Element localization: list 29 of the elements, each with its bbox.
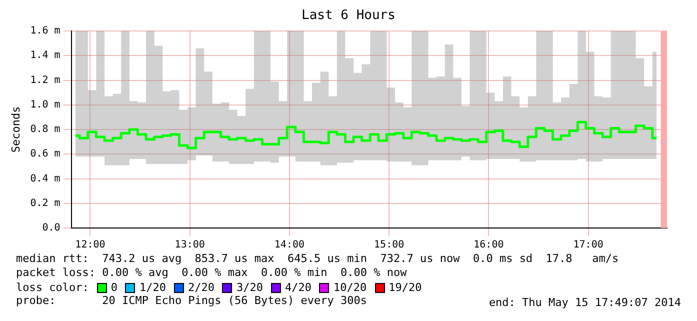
x-tick-label: 17:00	[573, 240, 604, 251]
x-tick-label: 13:00	[174, 240, 205, 251]
x-tick-label: 12:00	[75, 240, 106, 251]
y-tick-label: 0.2 m	[30, 198, 60, 209]
y-axis-title: Seconds	[9, 106, 22, 153]
y-tick-label: 0.8 m	[30, 124, 60, 136]
legend-label: 10/20	[333, 281, 367, 294]
y-tick-label: 1.2 m	[30, 74, 60, 86]
legend-label: 1/20	[139, 281, 166, 294]
legend-title: loss color:	[16, 281, 89, 294]
legend-label: 3/20	[236, 281, 263, 294]
chart-title: Last 6 Hours	[300, 8, 396, 23]
x-tick-label: 16:00	[474, 240, 504, 251]
legend-label: 0	[110, 281, 118, 294]
text: packet loss: 0.00 % avg 0.00 % max 0.00 % min 0.00 % now	[16, 266, 407, 280]
x-tick-label: 15:00	[374, 240, 404, 251]
y-tick-label: 1.6 m	[30, 26, 60, 37]
x-tick-label: 14:00	[274, 240, 305, 251]
legend-label: 4/20	[284, 281, 312, 294]
legend-label: 2/20	[188, 281, 214, 294]
y-tick-label: 1.4 m	[30, 50, 60, 62]
text: end: Thu May 15 17:49:07 2014	[488, 296, 681, 309]
y-tick-label: 0.0	[42, 222, 60, 234]
y-tick-label: 0.4 m	[30, 173, 60, 184]
y-tick-label: 0.6 m	[30, 148, 60, 160]
y-tick-label: 1.0 m	[30, 99, 60, 110]
legend-label: 19/20	[388, 281, 422, 294]
text: probe: 20 ICMP Echo Pings (56 Bytes) every 300s	[16, 294, 367, 308]
text: median rtt: 743.2 us avg 853.7 us max 645.5 us min 732.7 us now 0.0 ms sd 17.8 am/s	[16, 252, 619, 266]
